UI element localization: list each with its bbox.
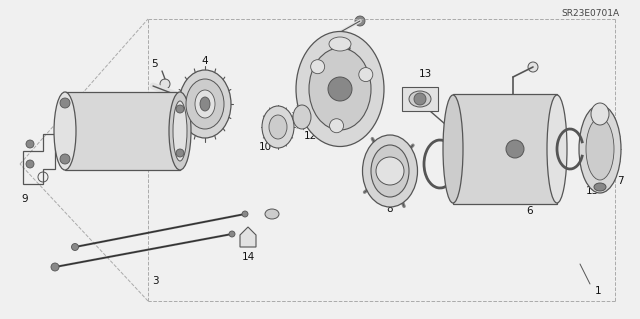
Ellipse shape bbox=[409, 91, 431, 107]
Ellipse shape bbox=[179, 70, 231, 138]
Text: 14: 14 bbox=[241, 252, 255, 262]
Ellipse shape bbox=[296, 32, 384, 146]
Ellipse shape bbox=[591, 103, 609, 125]
Ellipse shape bbox=[200, 97, 210, 111]
Text: 11: 11 bbox=[328, 129, 342, 139]
Circle shape bbox=[60, 98, 70, 108]
Ellipse shape bbox=[293, 105, 311, 129]
Text: 3: 3 bbox=[152, 276, 158, 286]
Circle shape bbox=[359, 68, 372, 82]
Text: 7: 7 bbox=[617, 176, 623, 186]
Ellipse shape bbox=[173, 101, 187, 161]
Circle shape bbox=[506, 140, 524, 158]
Circle shape bbox=[160, 79, 170, 89]
Ellipse shape bbox=[329, 37, 351, 51]
Text: 13: 13 bbox=[419, 69, 431, 79]
FancyBboxPatch shape bbox=[453, 94, 557, 204]
Text: 8: 8 bbox=[387, 204, 394, 214]
Circle shape bbox=[51, 263, 59, 271]
Circle shape bbox=[26, 140, 34, 148]
Text: 6: 6 bbox=[527, 206, 533, 216]
Text: 1: 1 bbox=[595, 286, 602, 296]
Circle shape bbox=[176, 149, 184, 157]
FancyBboxPatch shape bbox=[65, 92, 180, 170]
Ellipse shape bbox=[443, 95, 463, 203]
Ellipse shape bbox=[169, 92, 191, 170]
Circle shape bbox=[26, 160, 34, 168]
Circle shape bbox=[176, 105, 184, 113]
Circle shape bbox=[229, 231, 235, 237]
Ellipse shape bbox=[579, 105, 621, 193]
Ellipse shape bbox=[54, 92, 76, 170]
Ellipse shape bbox=[309, 48, 371, 130]
Text: 2: 2 bbox=[345, 46, 351, 56]
Text: 5: 5 bbox=[152, 59, 158, 69]
Ellipse shape bbox=[195, 90, 215, 118]
Circle shape bbox=[376, 157, 404, 185]
Polygon shape bbox=[402, 87, 438, 111]
Circle shape bbox=[60, 154, 70, 164]
Text: 15: 15 bbox=[586, 186, 598, 196]
Polygon shape bbox=[240, 227, 256, 247]
Circle shape bbox=[328, 77, 352, 101]
Ellipse shape bbox=[362, 135, 417, 207]
Ellipse shape bbox=[265, 209, 279, 219]
Ellipse shape bbox=[269, 115, 287, 139]
Circle shape bbox=[528, 62, 538, 72]
Circle shape bbox=[355, 16, 365, 26]
Circle shape bbox=[330, 119, 344, 133]
Circle shape bbox=[72, 243, 79, 250]
Text: SR23E0701A: SR23E0701A bbox=[561, 10, 619, 19]
Ellipse shape bbox=[547, 95, 567, 203]
Ellipse shape bbox=[186, 79, 224, 129]
Ellipse shape bbox=[594, 183, 606, 191]
Text: 9: 9 bbox=[22, 194, 28, 204]
Text: 15: 15 bbox=[453, 194, 467, 204]
Text: 10: 10 bbox=[259, 142, 271, 152]
Circle shape bbox=[242, 211, 248, 217]
Ellipse shape bbox=[371, 145, 409, 197]
Text: 4: 4 bbox=[202, 56, 208, 66]
Ellipse shape bbox=[586, 118, 614, 180]
Text: 12: 12 bbox=[303, 131, 317, 141]
Ellipse shape bbox=[262, 106, 294, 148]
Circle shape bbox=[414, 93, 426, 105]
Circle shape bbox=[310, 60, 324, 74]
